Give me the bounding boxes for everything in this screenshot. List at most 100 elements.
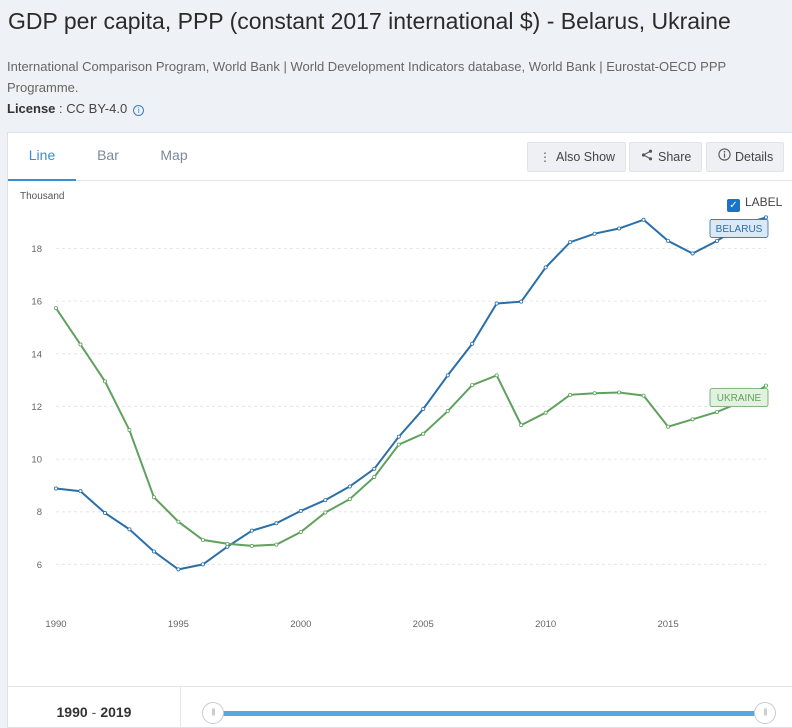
series-end-label: BELARUS bbox=[716, 224, 763, 235]
data-point bbox=[494, 301, 499, 306]
tab-line[interactable]: Line bbox=[8, 133, 76, 181]
data-point bbox=[176, 519, 181, 524]
data-point bbox=[470, 383, 475, 388]
x-tick-label: 2010 bbox=[535, 619, 556, 630]
x-tick-label: 2005 bbox=[413, 619, 434, 630]
view-tabs: Line Bar Map ⋮ Also Show Share Details bbox=[8, 133, 792, 181]
data-point bbox=[102, 511, 107, 516]
data-point bbox=[764, 383, 769, 388]
range-slider-track[interactable] bbox=[213, 711, 765, 716]
data-point bbox=[421, 431, 426, 436]
data-point bbox=[274, 542, 279, 547]
data-point bbox=[225, 541, 230, 546]
data-point bbox=[323, 510, 328, 515]
data-point bbox=[323, 498, 328, 503]
series-end-label-box bbox=[709, 388, 769, 408]
share-label: Share bbox=[658, 150, 692, 164]
range-start: 1990 bbox=[56, 704, 88, 720]
data-point bbox=[396, 442, 401, 447]
y-tick-label: 14 bbox=[31, 349, 42, 360]
data-point bbox=[78, 489, 83, 494]
details-button[interactable]: Details bbox=[706, 142, 785, 172]
license-label: License bbox=[7, 101, 56, 116]
data-point bbox=[568, 392, 573, 397]
x-tick-label: 1995 bbox=[168, 619, 189, 630]
data-point bbox=[372, 474, 377, 479]
more-vertical-icon: ⋮ bbox=[539, 150, 551, 164]
data-point bbox=[151, 495, 156, 500]
series-end-label: UKRAINE bbox=[717, 393, 762, 404]
data-point bbox=[494, 373, 499, 378]
range-slider-handle-start[interactable]: ||| bbox=[202, 702, 224, 724]
series-line-ukraine bbox=[55, 307, 767, 547]
source-text: International Comparison Program, World … bbox=[7, 59, 726, 95]
data-point bbox=[396, 434, 401, 439]
data-point bbox=[54, 306, 59, 311]
data-point bbox=[666, 238, 671, 243]
data-point bbox=[127, 428, 132, 433]
data-point bbox=[102, 379, 107, 384]
data-point bbox=[151, 549, 156, 554]
data-point bbox=[543, 265, 548, 270]
share-icon bbox=[640, 143, 654, 171]
series-end-label-box bbox=[709, 219, 769, 238]
y-tick-label: 12 bbox=[31, 402, 42, 413]
y-tick-label: 6 bbox=[37, 560, 42, 571]
checkbox-checked-icon[interactable]: ✓ bbox=[727, 199, 740, 212]
data-point bbox=[54, 486, 59, 491]
label-toggle-text: LABEL bbox=[745, 195, 783, 209]
y-axis-unit-label: Thousand bbox=[20, 191, 64, 202]
also-show-button[interactable]: ⋮ Also Show bbox=[527, 142, 627, 172]
data-point bbox=[617, 226, 622, 231]
data-point bbox=[470, 341, 475, 346]
line-chart: Thousand 6 8 10 12 14 16 18 1990 1995 2000 2005 2010… bbox=[20, 191, 769, 630]
data-point bbox=[249, 528, 254, 533]
data-point bbox=[372, 466, 377, 471]
data-point bbox=[445, 409, 450, 414]
data-point bbox=[690, 417, 695, 422]
y-tick-label: 10 bbox=[31, 455, 42, 466]
license-link[interactable]: CC BY-4.0 bbox=[66, 101, 128, 116]
info-circle-icon bbox=[717, 143, 731, 171]
data-point bbox=[568, 240, 573, 245]
series-line-belarus bbox=[55, 216, 767, 571]
data-point bbox=[127, 527, 132, 532]
data-point bbox=[200, 562, 205, 567]
x-tick-label: 1990 bbox=[45, 619, 66, 630]
data-point bbox=[641, 393, 646, 398]
data-point bbox=[666, 424, 671, 429]
data-point bbox=[421, 407, 426, 412]
range-slider-handle-end[interactable]: ||| bbox=[754, 702, 776, 724]
x-tick-label: 2000 bbox=[290, 619, 311, 630]
data-point bbox=[347, 484, 352, 489]
license-separator: : bbox=[55, 101, 67, 116]
details-label: Details bbox=[735, 150, 774, 164]
page-title: GDP per capita, PPP (constant 2017 inter… bbox=[8, 8, 731, 34]
data-point bbox=[347, 497, 352, 502]
data-point bbox=[690, 251, 695, 256]
data-point bbox=[298, 508, 303, 513]
share-button[interactable]: Share bbox=[629, 142, 703, 172]
label-toggle[interactable]: ✓ LABEL bbox=[727, 195, 782, 212]
data-point bbox=[617, 390, 622, 395]
data-point bbox=[445, 373, 450, 378]
y-tick-label: 8 bbox=[37, 507, 42, 518]
range-footer: 1990-2019 ||| ||| bbox=[8, 686, 792, 728]
data-point bbox=[592, 231, 597, 236]
license-line: License : CC BY-4.0 i bbox=[7, 101, 145, 116]
data-point bbox=[715, 238, 720, 243]
info-icon[interactable]: i bbox=[133, 105, 145, 116]
data-point bbox=[715, 409, 720, 414]
tab-map[interactable]: Map bbox=[160, 147, 188, 163]
data-point bbox=[298, 529, 303, 534]
data-point bbox=[592, 391, 597, 396]
data-point bbox=[200, 537, 205, 542]
data-point bbox=[519, 423, 524, 428]
data-point bbox=[249, 543, 254, 548]
range-separator: - bbox=[91, 704, 97, 720]
data-point bbox=[176, 567, 181, 572]
chart-panel: Line Bar Map ⋮ Also Show Share Details ✓ L… bbox=[7, 132, 792, 728]
tab-bar[interactable]: Bar bbox=[97, 147, 119, 163]
data-point bbox=[274, 521, 279, 526]
x-tick-label: 2015 bbox=[657, 619, 678, 630]
